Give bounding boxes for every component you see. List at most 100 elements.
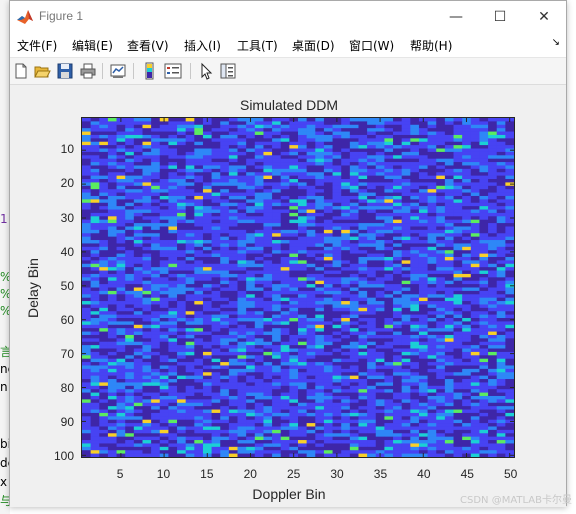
heatmap-cell [479,297,489,302]
menu-window[interactable]: 窗口(W) [349,39,395,53]
heatmap-cell [185,209,195,214]
insert-colorbar-icon[interactable] [141,62,159,80]
heatmap-cell [107,216,117,220]
menu-tools[interactable]: 工具(T) [237,39,278,53]
minimize-button[interactable]: — [434,1,478,33]
heatmap-cell [280,128,290,132]
heatmap-cell [496,311,506,315]
heatmap-cell [479,243,489,248]
heatmap-cell [496,155,506,159]
heatmap-cell [280,212,290,217]
menu-help[interactable]: 帮助(H) [410,39,453,53]
pointer-icon[interactable] [197,62,215,80]
menu-view[interactable]: 查看(V) [127,39,169,53]
heatmap-cell [82,158,91,163]
heatmap-cell [375,263,385,268]
heatmap-cell [479,392,489,397]
heatmap-cell [393,202,402,207]
heatmap-cell [427,436,437,441]
heatmap-cell [315,368,325,373]
heatmap-cell [418,389,428,393]
heatmap-cell [125,158,135,163]
heatmap-cell [488,165,498,170]
heatmap-cell [211,124,221,129]
heatmap-cell [202,189,212,193]
heatmap-cell [393,433,402,437]
heatmap-cell [202,355,212,359]
heatmap-cell [341,158,351,163]
heatmap-cell [246,284,256,288]
heatmap-cell [211,365,221,370]
heatmap-cell [254,426,264,431]
heatmap-cell [298,419,307,424]
heatmap-cell [211,162,221,166]
heatmap-cell [116,263,126,268]
insert-legend-icon[interactable] [164,62,182,80]
heatmap-cell [436,423,446,427]
heatmap-cell [272,277,282,282]
heatmap-cell [280,219,290,224]
heatmap-cell [211,236,221,241]
heatmap-cell [151,280,161,285]
heatmap-cell [341,131,351,136]
heatmap-cell [99,341,109,346]
heatmap-cell [82,246,91,251]
heatmap-cell [462,345,472,349]
maximize-button[interactable]: ☐ [478,1,522,33]
title-bar[interactable]: Figure 1 — ☐ ✕ [10,1,566,33]
heatmap-cell [410,155,420,159]
heatmap-cell [125,155,135,159]
heatmap-cell [90,307,100,312]
heatmap-cell [341,351,351,356]
heatmap-cell [116,273,126,278]
heatmap-cell [133,284,143,288]
heatmap-cell [151,179,161,183]
close-button[interactable]: ✕ [522,1,566,33]
heatmap-cell [125,382,135,387]
menu-file[interactable]: 文件(F) [17,39,58,53]
heatmap-cell [185,199,195,204]
heatmap-cell [116,385,126,390]
heatmap-cell [125,379,135,383]
heatmap-cell [358,250,368,254]
heatmap-cell [159,158,169,163]
heatmap-cell [341,338,351,343]
heatmap-cell [289,328,299,332]
save-icon[interactable] [56,62,74,80]
property-inspector-icon[interactable] [219,62,237,80]
heatmap-cell [220,236,230,241]
heatmap-cell [488,395,498,400]
heatmap-cell [410,412,420,417]
heatmap-cell [453,389,463,393]
print-icon[interactable] [79,62,97,80]
heatmap-cell [133,307,143,312]
heatmap-cell [410,318,420,322]
menu-insert[interactable]: 插入(I) [184,39,221,53]
heatmap-cell [479,382,489,387]
heatmap-cell [349,141,359,146]
heatmap-cell [410,399,420,404]
open-file-icon[interactable] [33,62,51,80]
heatmap-cell [453,406,463,410]
heatmap-cell [151,162,161,166]
heatmap-cell [194,358,204,363]
heatmap-cell [202,365,212,370]
link-plot-icon[interactable] [109,62,127,80]
heatmap-cell [246,270,256,275]
heatmap-cell [99,318,109,322]
menu-desktop[interactable]: 桌面(D) [292,39,335,53]
heatmap-cell [99,219,109,224]
heatmap-cell [237,189,247,193]
heatmap-cell [237,287,247,292]
menu-edit[interactable]: 编辑(E) [72,39,113,53]
new-figure-icon[interactable] [12,62,30,80]
heatmap-cell [133,280,143,285]
heatmap-cell [298,212,307,217]
heatmap-cell [367,141,377,146]
heatmap-cell [82,145,91,149]
heatmap-cell [298,250,307,254]
heatmap-cell [151,273,161,278]
heatmap-plot[interactable] [81,117,515,458]
heatmap-cell [427,216,437,220]
menu-overflow-icon[interactable]: ↘ [551,37,560,48]
